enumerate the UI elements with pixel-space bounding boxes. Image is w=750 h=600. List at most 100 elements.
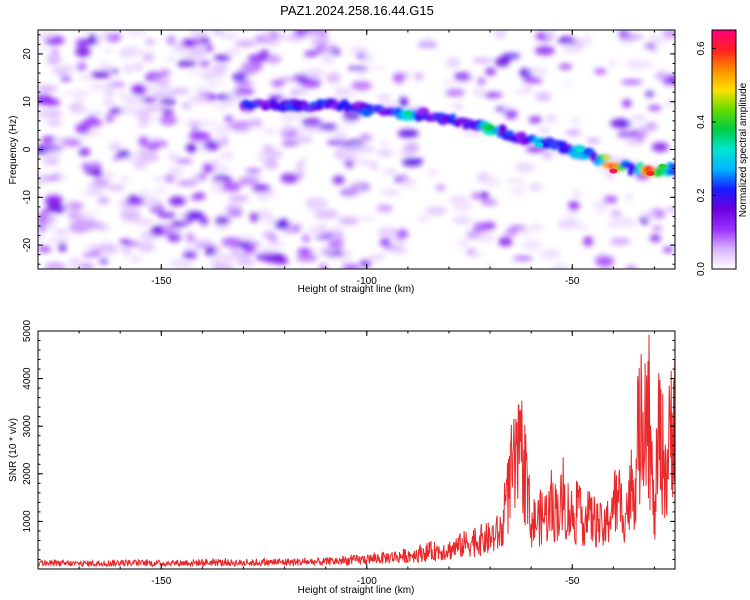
heatmap-cell xyxy=(122,246,132,256)
heatmap-cell xyxy=(221,181,242,193)
heatmap-cell xyxy=(214,222,230,230)
heatmap-cell xyxy=(96,242,118,254)
heatmap-cell xyxy=(164,174,175,183)
heatmap-cell xyxy=(116,149,131,158)
heatmap-cell xyxy=(76,107,88,114)
snr-x-ticks: -150 -100 -50 xyxy=(37,331,655,587)
heatmap-cell xyxy=(325,72,341,84)
heatmap-peak xyxy=(658,163,667,169)
heatmap-ridge-cell xyxy=(666,169,675,176)
heatmap-cell xyxy=(125,30,148,36)
heatmap-cell xyxy=(641,211,657,219)
heatmap-cell xyxy=(417,215,430,223)
heatmap-cell xyxy=(176,180,198,187)
heatmap-cell xyxy=(568,200,580,212)
heatmap-cell xyxy=(104,48,114,53)
heatmap-ridge-cell xyxy=(450,113,457,119)
heatmap-cell xyxy=(367,255,385,261)
x-tick-label: -50 xyxy=(565,576,580,587)
heatmap-cell xyxy=(150,225,164,237)
heatmap-cell xyxy=(274,220,290,230)
heatmap-cell xyxy=(636,125,658,133)
heatmap-cell xyxy=(212,30,224,36)
heatmap-cell xyxy=(528,183,542,191)
heatmap-cell xyxy=(93,224,111,232)
heatmap-cell xyxy=(119,176,130,182)
heatmap-cell xyxy=(102,90,115,98)
heatmap-cell xyxy=(159,98,177,106)
heatmap-cell xyxy=(338,216,360,225)
snr-x-axis-label: Height of straight line (km) xyxy=(298,585,415,596)
heatmap-cell xyxy=(328,239,345,249)
heatmap-cell xyxy=(663,246,674,253)
heatmap-cell xyxy=(43,176,61,181)
heatmap-cell xyxy=(327,139,348,146)
heatmap-cell xyxy=(610,118,632,129)
heatmap-cell xyxy=(312,197,322,207)
heatmap-cell xyxy=(130,84,147,96)
heatmap-cell xyxy=(425,206,447,216)
heatmap-cell xyxy=(624,33,644,39)
heatmap-cell xyxy=(47,237,70,244)
heatmap-cell xyxy=(301,117,322,127)
heatmap-cell xyxy=(333,130,348,141)
heatmap-cell xyxy=(351,80,372,91)
heatmap-cell xyxy=(620,79,643,85)
heatmap-cell xyxy=(123,63,133,74)
heatmap-cell xyxy=(333,150,345,159)
heatmap-cell xyxy=(379,237,392,248)
heatmap-cell xyxy=(42,158,60,165)
heatmap-cell xyxy=(40,208,50,217)
heatmap-cell xyxy=(280,173,299,184)
heatmap-cell xyxy=(62,139,82,147)
heatmap-cell xyxy=(237,234,255,241)
heatmap-cell xyxy=(284,37,305,43)
heatmap-cell xyxy=(102,100,117,106)
heatmap-cell xyxy=(137,122,150,127)
heatmap-cell xyxy=(188,131,211,141)
heatmap-cell xyxy=(142,54,155,62)
heatmap-cell xyxy=(333,87,351,94)
heatmap-peak xyxy=(609,168,618,174)
heatmap-cell xyxy=(514,163,536,172)
heatmap-cell xyxy=(304,31,322,41)
heatmap-cell xyxy=(195,243,215,248)
heatmap-cell xyxy=(159,69,171,77)
heatmap-cell xyxy=(211,64,228,72)
y-tick-label: -20 xyxy=(22,237,33,252)
heatmap-cell xyxy=(651,142,669,152)
heatmap-cell xyxy=(376,94,392,100)
heatmap-cell xyxy=(213,54,231,62)
heatmap-y-axis-label: Frequency (Hz) xyxy=(8,116,19,185)
heatmap-cell xyxy=(662,30,675,39)
heatmap-cell xyxy=(43,98,61,107)
heatmap-cell xyxy=(452,103,464,110)
heatmap-cell xyxy=(594,68,607,75)
heatmap-ridge-cell xyxy=(417,107,430,117)
heatmap-cell xyxy=(317,224,328,235)
heatmap-cell xyxy=(645,91,655,97)
heatmap-cell xyxy=(446,57,461,69)
heatmap-peak xyxy=(403,111,412,117)
heatmap-cell xyxy=(512,256,534,261)
heatmap-cell xyxy=(75,217,96,227)
y-tick-label: 3000 xyxy=(22,415,33,438)
heatmap-cell xyxy=(158,77,171,88)
heatmap-cell xyxy=(279,111,302,122)
heatmap-cell xyxy=(95,34,105,43)
heatmap-ridge-cell xyxy=(668,163,675,169)
heatmap-cell xyxy=(72,97,85,103)
heatmap-cell xyxy=(99,257,109,264)
heatmap-cell xyxy=(332,175,345,185)
heatmap-cell xyxy=(234,40,253,47)
heatmap-cell xyxy=(79,39,100,45)
heatmap-cell xyxy=(271,79,285,88)
heatmap-cell xyxy=(264,252,286,264)
heatmap-cell xyxy=(84,168,104,175)
heatmap-cell xyxy=(185,232,196,244)
heatmap-cell xyxy=(564,80,573,86)
heatmap-cell xyxy=(210,157,221,167)
heatmap-cell xyxy=(138,147,148,154)
heatmap-cell xyxy=(551,262,570,269)
heatmap-cell xyxy=(522,76,543,84)
